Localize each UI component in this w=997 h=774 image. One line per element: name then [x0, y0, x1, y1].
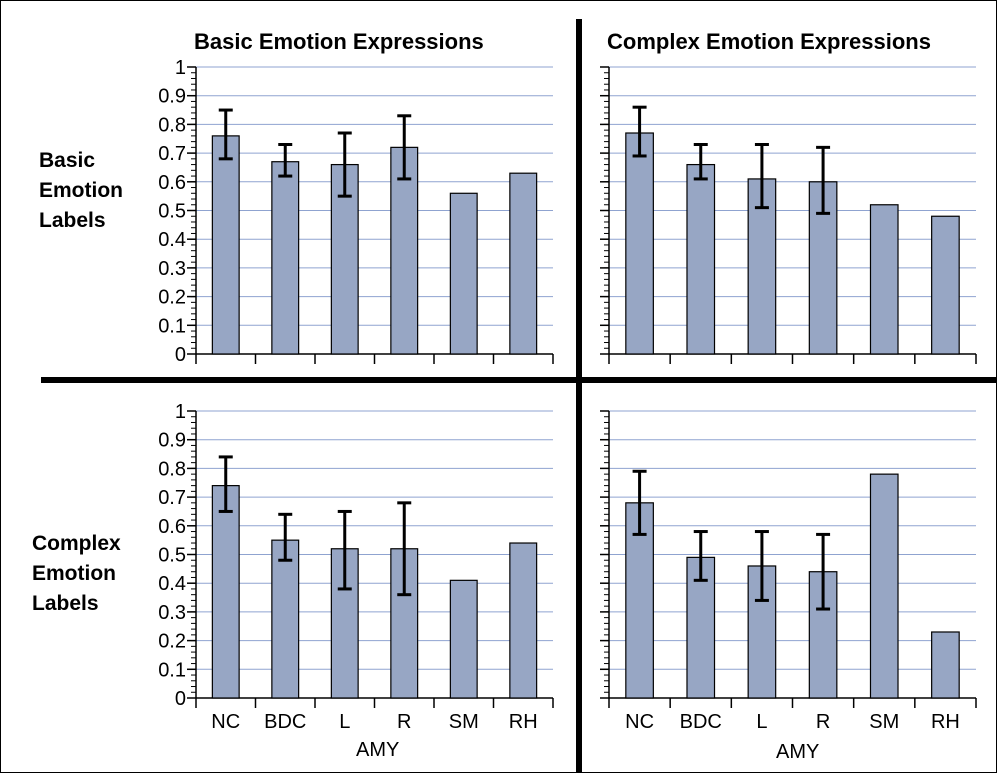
y-tick-label: 0.6: [158, 172, 186, 194]
x-tick-label: BDC: [264, 711, 306, 733]
y-tick-label: 0.9: [158, 86, 186, 108]
bar-rh: [931, 631, 960, 699]
row-label-complex-labels: Complex Emotion Labels: [32, 529, 121, 619]
x-tick-label: BDC: [680, 711, 722, 733]
bar-bdc: [686, 163, 716, 355]
y-tick-label: 0.6: [158, 516, 186, 538]
x-tick-label: SM: [449, 711, 479, 733]
bar-sm: [869, 204, 899, 355]
x-tick-label: R: [397, 711, 411, 733]
x-tick-label: NC: [211, 711, 240, 733]
bar-rh: [509, 542, 538, 699]
x-tick-label: RH: [509, 711, 538, 733]
x-group-label-left: AMY: [356, 739, 400, 761]
bar-bdc: [686, 556, 716, 699]
x-tick-label: L: [756, 711, 767, 733]
y-tick-label: 1: [175, 401, 186, 423]
bar-r: [390, 146, 419, 355]
x-tick-label: L: [339, 711, 350, 733]
bar-l: [747, 178, 777, 355]
y-tick-label: 0.3: [158, 602, 186, 624]
bar-rh: [931, 215, 960, 355]
column-title-basic-expressions: Basic Emotion Expressions: [194, 29, 484, 54]
bar-nc: [211, 485, 240, 699]
horizontal-divider: [41, 377, 997, 383]
y-tick-label: 0.2: [158, 287, 186, 309]
column-title-complex-expressions: Complex Emotion Expressions: [607, 29, 931, 54]
row-label-line: Labels: [39, 209, 106, 232]
row-label-line: Complex: [32, 532, 121, 555]
y-tick-label: 0.1: [158, 659, 186, 681]
y-tick-label: 0.7: [158, 487, 186, 509]
y-tick-label: 0.7: [158, 143, 186, 165]
bar-rh: [509, 172, 538, 355]
x-tick-label: NC: [625, 711, 654, 733]
y-tick-label: 0.9: [158, 430, 186, 452]
bar-bdc: [271, 539, 300, 699]
y-tick-label: 0.4: [158, 229, 186, 251]
bar-nc: [211, 135, 240, 355]
y-tick-label: 0: [175, 344, 186, 366]
x-tick-label: R: [816, 711, 830, 733]
y-tick-label: 0.1: [158, 315, 186, 337]
bar-sm: [449, 579, 478, 699]
bar-nc: [625, 132, 654, 355]
x-tick-label: SM: [869, 711, 899, 733]
row-label-basic-labels: Basic Emotion Labels: [39, 146, 123, 236]
row-label-line: Basic: [39, 149, 96, 172]
x-tick-label: RH: [931, 711, 960, 733]
bar-sm: [869, 473, 899, 699]
y-tick-label: 0.8: [158, 114, 186, 136]
y-tick-label: 1: [175, 57, 186, 79]
row-label-line: Emotion: [39, 179, 123, 202]
y-tick-label: 0: [175, 688, 186, 710]
bar-sm: [449, 192, 478, 355]
x-group-label-right: AMY: [776, 741, 820, 763]
y-tick-label: 0.4: [158, 573, 186, 595]
bar-bdc: [271, 161, 300, 355]
y-tick-label: 0.3: [158, 258, 186, 280]
row-label-line: Labels: [32, 592, 99, 615]
y-tick-label: 0.5: [158, 201, 186, 223]
y-tick-label: 0.8: [158, 458, 186, 480]
vertical-divider: [576, 19, 582, 773]
y-tick-label: 0.2: [158, 631, 186, 653]
y-tick-label: 0.5: [158, 545, 186, 567]
row-label-line: Emotion: [32, 562, 116, 585]
